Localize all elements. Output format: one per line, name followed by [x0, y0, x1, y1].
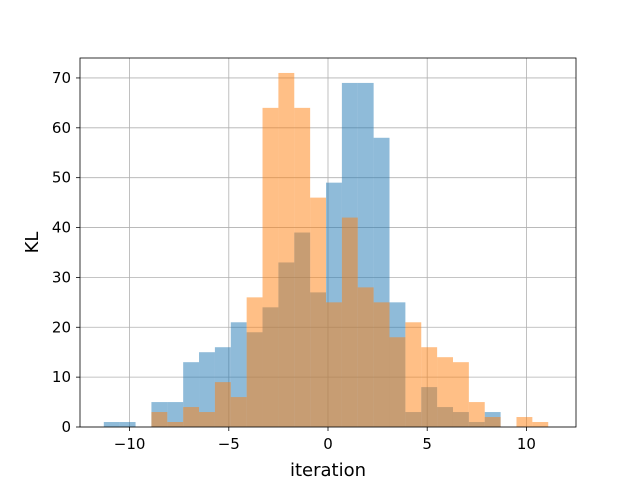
histogram-bar [294, 107, 311, 427]
histogram-bar [405, 322, 422, 427]
histogram-bar [326, 302, 342, 427]
y-tick-label: 20 [52, 318, 71, 336]
axis-ticks: −10 −5 0 5 10 0 10 20 30 40 50 60 70 [52, 69, 536, 453]
y-tick-label: 0 [61, 418, 71, 436]
histogram-bar [484, 417, 501, 427]
y-tick-label: 10 [52, 368, 71, 386]
histogram-bar [151, 412, 168, 427]
histogram-bar [373, 302, 390, 427]
histogram-bar [452, 362, 469, 427]
histogram-bar [199, 412, 215, 427]
histogram-bar [183, 407, 200, 427]
histogram-bar [389, 337, 406, 427]
histogram-bar [103, 422, 120, 427]
histogram-bar [437, 357, 453, 427]
x-tick-label: 5 [422, 435, 432, 453]
histogram-bar [278, 72, 295, 427]
histogram-bar [119, 422, 136, 427]
x-tick-label: −5 [218, 435, 240, 453]
y-tick-label: 30 [52, 268, 71, 286]
histogram-bar [246, 297, 263, 427]
histogram-bar [341, 217, 358, 427]
histogram-bar [357, 287, 374, 427]
histogram-bar [262, 107, 279, 427]
x-axis-label: iteration [290, 460, 366, 480]
histogram-bar [468, 402, 485, 427]
y-tick-label: 50 [52, 169, 71, 187]
histogram-bar [516, 417, 533, 427]
histogram-bar [532, 422, 549, 427]
y-tick-label: 70 [52, 69, 71, 87]
histogram-bar [199, 352, 215, 427]
x-tick-label: 0 [323, 435, 333, 453]
y-tick-label: 40 [52, 219, 71, 237]
series-1-bars [151, 72, 549, 427]
histogram-bar [230, 397, 247, 427]
x-tick-label: −10 [114, 435, 146, 453]
histogram-bar [167, 402, 184, 427]
histogram-bars [103, 72, 549, 427]
x-tick-label: 10 [517, 435, 536, 453]
histogram-bar [167, 422, 184, 427]
histogram-bar [421, 347, 438, 427]
histogram-bar [214, 382, 231, 427]
y-axis-label: KL [22, 232, 43, 254]
histogram-bar [310, 197, 327, 427]
y-tick-label: 60 [52, 119, 71, 137]
